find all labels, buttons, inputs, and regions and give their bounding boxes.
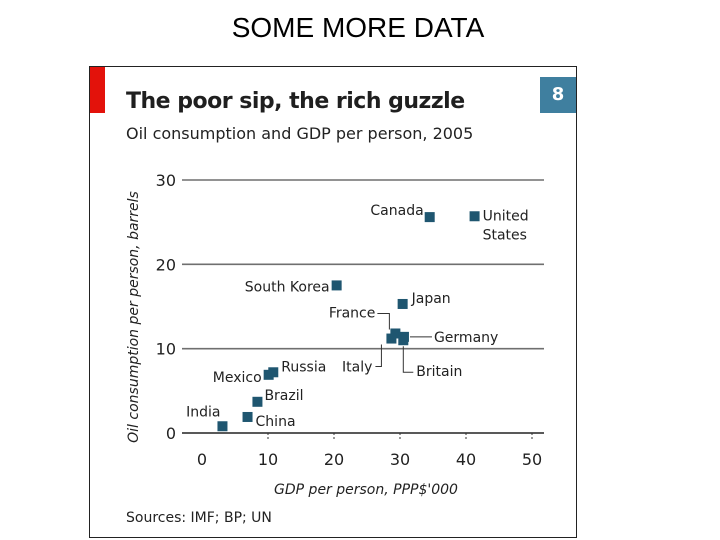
y-tick-label-20: 20 [156,255,176,274]
data-points [217,211,480,432]
data-point-india [217,421,228,432]
y-tick-label-10: 10 [156,340,176,359]
scatter-plot: 0 10 20 30 0 10 20 30 40 50 Canada United States So… [126,171,544,498]
point-label-russia: Russia [281,359,326,375]
leader-line-britain [402,346,414,373]
point-label-china: China [256,414,296,430]
x-axis [182,432,544,441]
point-label-united-states: United States [483,208,529,243]
chart-panel: The poor sip, the rich guzzle Oil consum… [89,66,577,538]
data-point-united-states [469,211,480,222]
y-axis-label: Oil consumption per person, barrels [126,191,142,443]
data-point-china [242,411,253,422]
point-label-mexico: Mexico [213,370,262,386]
data-point-italy [386,333,397,344]
y-tick-labels: 0 10 20 30 [156,171,176,443]
red-accent-tab [90,67,105,113]
data-point-france [390,328,401,339]
chart-number-badge: 8 [540,77,576,113]
point-label-india: India [186,404,220,420]
slide-title: SOME MORE DATA [231,12,485,43]
x-tick-label-30: 30 [390,450,410,469]
y-tick-label-0: 0 [166,424,176,443]
chart-subtitle: Oil consumption and GDP per person, 2005 [126,124,474,143]
x-tick-label-0: 0 [197,450,207,469]
leader-lines [375,312,432,373]
leader-line-france [377,312,390,330]
data-point-mexico [263,369,274,380]
y-tick-label-30: 30 [156,171,176,190]
x-axis-label: GDP per person, PPP$'000 [274,482,458,498]
x-tick-label-40: 40 [456,450,476,469]
point-label-france: France [329,305,376,321]
data-point-brazil [252,396,263,407]
x-tick-label-10: 10 [258,450,278,469]
data-point-canada [424,212,435,223]
point-label-italy: Italy [342,360,372,376]
point-label-south-korea: South Korea [245,279,330,295]
leader-line-italy [375,344,382,368]
x-tick-label-20: 20 [324,450,344,469]
x-tick-labels: 0 10 20 30 40 50 [197,450,542,469]
chart-title: The poor sip, the rich guzzle [126,89,465,114]
point-label-germany: Germany [434,330,498,346]
data-point-japan [397,298,408,309]
point-labels: Canada United States South Korea Japan France… [186,203,528,430]
point-label-brazil: Brazil [264,388,303,404]
point-label-britain: Britain [416,364,462,380]
x-tick-label-50: 50 [522,450,542,469]
data-point-britain [398,335,409,346]
sources-note: Sources: IMF; BP; UN [126,510,272,526]
point-label-canada: Canada [370,203,423,219]
point-label-japan: Japan [411,291,451,307]
data-point-south-korea [331,280,342,291]
